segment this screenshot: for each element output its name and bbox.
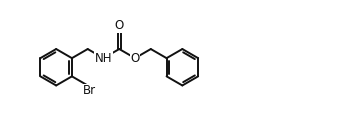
Text: O: O <box>130 52 139 65</box>
Text: NH: NH <box>95 52 112 65</box>
Text: Br: Br <box>83 84 96 97</box>
Text: O: O <box>115 19 124 32</box>
